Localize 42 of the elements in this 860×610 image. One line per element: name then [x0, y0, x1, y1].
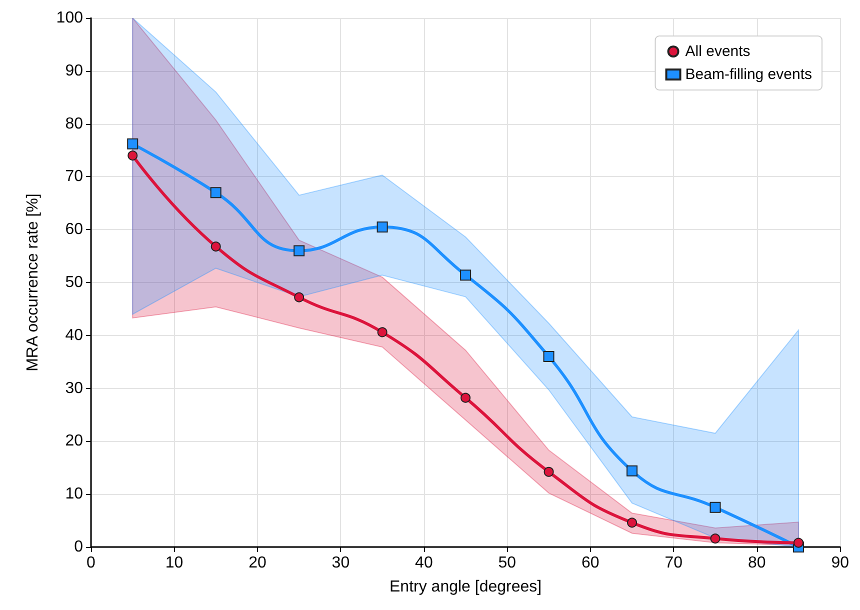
- point: [460, 392, 471, 403]
- y-tick-label: 0: [74, 538, 84, 556]
- y-tick-label: 30: [65, 380, 84, 397]
- point: [543, 351, 554, 362]
- x-tick-label: 0: [86, 554, 96, 572]
- x-axis-title: Entry angle [degrees]: [390, 578, 542, 596]
- legend-label: Beam-filling events: [685, 66, 812, 83]
- y-tick-label: 100: [56, 10, 84, 26]
- point: [627, 518, 638, 528]
- point: [294, 292, 304, 302]
- point: [210, 187, 222, 198]
- y-tick-label: 50: [65, 274, 84, 291]
- y-tick-label: 70: [65, 168, 84, 186]
- x-tick-label: 70: [664, 554, 683, 572]
- x-tick-label: 50: [498, 554, 516, 572]
- x-tick-label: 20: [248, 554, 266, 572]
- y-tick-label: 10: [65, 486, 84, 503]
- y-tick-label: 40: [65, 326, 84, 344]
- point: [128, 150, 138, 161]
- point: [210, 242, 221, 252]
- point: [460, 270, 472, 281]
- point: [544, 466, 554, 477]
- legend-label: All events: [685, 43, 750, 60]
- point: [626, 465, 638, 476]
- y-tick-label: 90: [65, 62, 84, 80]
- point: [793, 538, 804, 548]
- x-tick-label: 80: [748, 554, 766, 572]
- x-tick-label: 60: [582, 554, 600, 572]
- x-tick-label: 40: [415, 554, 433, 572]
- x-tick-label: 90: [831, 554, 850, 572]
- y-tick-label: 20: [65, 432, 84, 450]
- y-tick-label: 80: [65, 115, 84, 132]
- point: [127, 138, 138, 150]
- point: [294, 245, 305, 256]
- x-tick-label: 30: [332, 554, 350, 572]
- x-tick-label: 10: [165, 554, 184, 572]
- point: [376, 221, 388, 232]
- point: [377, 327, 388, 338]
- y-tick-label: 60: [65, 221, 84, 238]
- y-axis-title: MRA occurrence rate [%]: [24, 194, 42, 372]
- point: [710, 502, 721, 513]
- point: [710, 534, 720, 544]
